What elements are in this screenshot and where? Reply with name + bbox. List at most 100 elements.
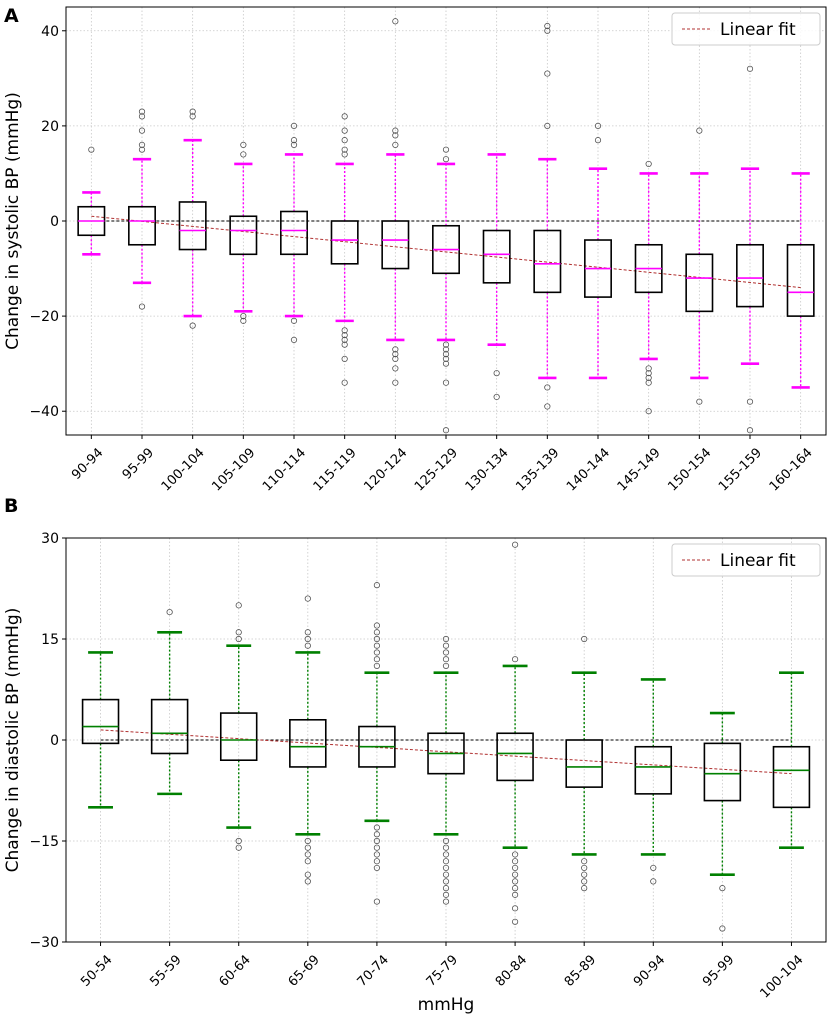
outlier-point xyxy=(544,27,551,34)
x-tick-label: 120-124 xyxy=(361,445,410,494)
outlier-point xyxy=(442,146,450,153)
x-tick-label: 115-119 xyxy=(311,445,360,494)
x-tick-label: 100-104 xyxy=(757,952,806,1001)
outlier-point xyxy=(493,393,500,401)
outlier-point xyxy=(581,878,588,885)
panel-b-letter: B xyxy=(4,495,18,517)
iqr-box xyxy=(685,253,714,313)
outlier-point xyxy=(373,824,381,831)
outlier-point xyxy=(304,837,311,845)
outlier-point xyxy=(304,878,311,885)
outlier-point xyxy=(511,918,519,925)
outlier-point xyxy=(442,427,450,434)
box-145-149 xyxy=(634,160,663,415)
outlier-point xyxy=(696,127,703,134)
outlier-point xyxy=(373,622,381,629)
outlier-point xyxy=(88,146,95,153)
box-100-104 xyxy=(178,108,207,329)
box-50-54 xyxy=(81,651,120,809)
x-tick-label: 130-134 xyxy=(463,445,512,494)
outlier-point xyxy=(341,332,348,339)
x-tick-label: 125-129 xyxy=(412,445,461,494)
outlier-point xyxy=(645,374,652,382)
outlier-point xyxy=(511,858,519,865)
outlier-point xyxy=(304,595,311,602)
outlier-point xyxy=(511,864,519,872)
x-tick-label: 95-99 xyxy=(700,952,737,989)
outlier-point xyxy=(240,151,247,158)
outlier-point xyxy=(235,635,242,643)
box-110-114 xyxy=(280,122,308,343)
outlier-point xyxy=(373,831,381,838)
outlier-point xyxy=(240,141,247,149)
outlier-point xyxy=(373,656,381,663)
outlier-point xyxy=(719,925,726,932)
y-tick-label: 30 xyxy=(41,531,59,547)
outlier-point xyxy=(511,851,519,858)
outlier-point xyxy=(392,127,399,134)
outlier-point xyxy=(442,351,450,358)
x-tick-label: 150-154 xyxy=(665,445,714,494)
outlier-point xyxy=(341,379,348,386)
iqr-box xyxy=(786,243,815,317)
x-tick-label: 85-89 xyxy=(562,952,599,989)
iqr-box xyxy=(381,220,410,270)
outlier-point xyxy=(304,642,311,649)
outlier-point xyxy=(442,642,450,649)
iqr-box xyxy=(280,210,308,256)
outlier-point xyxy=(544,384,551,391)
outlier-point xyxy=(442,649,450,656)
iqr-box xyxy=(81,698,120,745)
outlier-point xyxy=(511,885,519,892)
outlier-point xyxy=(511,905,519,912)
outlier-point xyxy=(235,629,242,636)
iqr-box xyxy=(482,229,511,284)
box-80-84 xyxy=(496,541,534,925)
iqr-box xyxy=(496,732,534,782)
outlier-point xyxy=(373,649,381,656)
x-tick-label: 140-144 xyxy=(564,445,613,494)
outlier-point xyxy=(304,844,311,851)
box-150-154 xyxy=(685,127,714,405)
outlier-point xyxy=(138,127,146,134)
iqr-box xyxy=(219,712,258,761)
x-tick-label: 60-64 xyxy=(216,952,253,989)
outlier-point xyxy=(511,656,519,663)
outlier-point xyxy=(392,355,399,363)
outlier-point xyxy=(696,398,703,405)
iqr-box xyxy=(128,205,156,246)
outlier-point xyxy=(138,108,146,115)
outlier-point xyxy=(290,336,298,343)
x-tick-label: 95-99 xyxy=(120,445,157,482)
x-tick-label: 70-74 xyxy=(355,952,392,989)
legend-frame xyxy=(671,12,821,46)
box-55-59 xyxy=(150,608,189,796)
outlier-point xyxy=(442,360,450,367)
legend-label: Linear fit xyxy=(720,551,796,571)
outlier-point xyxy=(581,871,588,878)
linear-fit-line xyxy=(91,215,801,289)
linear-fit-line xyxy=(100,729,792,775)
outlier-point xyxy=(341,151,348,158)
outlier-point xyxy=(240,317,247,324)
outlier-point xyxy=(341,341,348,348)
x-tick-label: 90-94 xyxy=(69,445,106,482)
outlier-point xyxy=(373,898,381,905)
outlier-point xyxy=(493,370,500,377)
x-tick-label: 55-59 xyxy=(147,952,184,989)
outlier-point xyxy=(392,141,399,149)
legend-label: Linear fit xyxy=(720,20,796,40)
y-tick-label: −30 xyxy=(29,935,59,951)
outlier-point xyxy=(442,858,450,865)
legend: Linear fit xyxy=(671,543,821,577)
outlier-point xyxy=(645,160,652,168)
outlier-point xyxy=(373,635,381,643)
outlier-point xyxy=(645,408,652,415)
outlier-point xyxy=(719,885,726,892)
box-125-129 xyxy=(432,146,460,434)
box-85-89 xyxy=(565,635,603,892)
outlier-point xyxy=(442,844,450,851)
legend-frame xyxy=(671,543,821,577)
outlier-point xyxy=(235,837,242,845)
outlier-point xyxy=(581,635,588,643)
